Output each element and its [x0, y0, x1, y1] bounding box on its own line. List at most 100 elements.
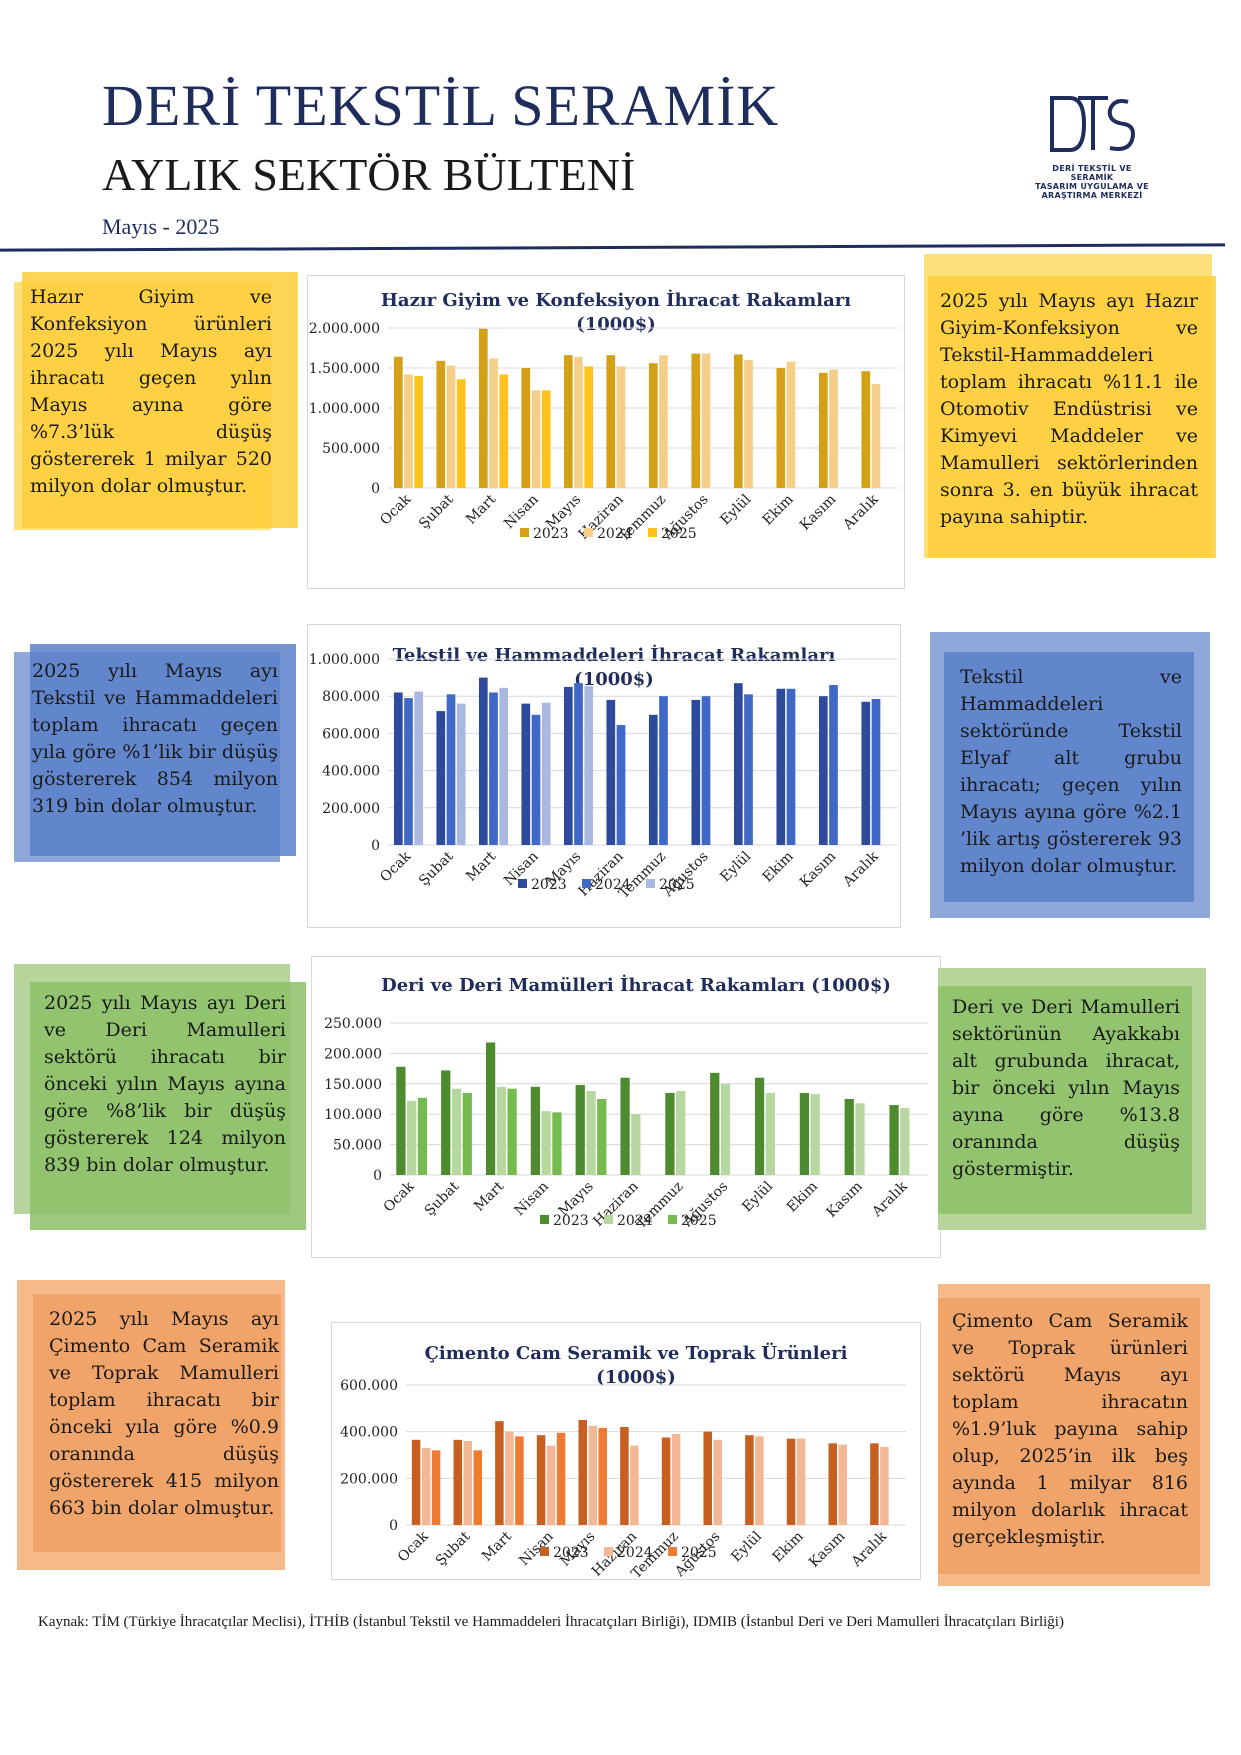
bar-2023-Mayıs: [563, 686, 573, 845]
chart-cimento: Çimento Cam Seramik ve Toprak Ürünleri (1…: [331, 1322, 921, 1580]
bar-2024-Eylül: [744, 694, 753, 845]
y-tick-label: 0: [389, 1518, 398, 1534]
bar-2023-Kasım: [818, 372, 828, 488]
x-tick-label: Ekim: [770, 1529, 807, 1566]
bar-2024-Ağustos: [720, 1083, 731, 1175]
bar-2024-Nisan: [546, 1445, 556, 1525]
bar-2023-Nisan: [521, 703, 531, 845]
chart-hazir-giyim: Hazır Giyim ve Konfeksiyon İhracat Rakam…: [307, 275, 905, 589]
legend-swatch: [518, 879, 527, 888]
bar-2023-Şubat: [453, 1439, 462, 1525]
bar-2024-Haziran: [631, 1114, 641, 1175]
bar-2023-Ağustos: [691, 353, 701, 488]
bar-2023-Şubat: [441, 1070, 451, 1175]
bar-2024-Şubat: [451, 1088, 462, 1175]
bar-2023-Eylül: [733, 354, 743, 488]
chart-cimento-svg: Çimento Cam Seramik ve Toprak Ürünleri (1…: [340, 1341, 906, 1579]
bar-2024-Şubat: [463, 1441, 472, 1525]
bar-2024-Kasım: [829, 369, 838, 488]
y-tick-label: 400.000: [340, 1425, 398, 1441]
bar-2023-Temmuz: [661, 1437, 671, 1525]
source-note: Kaynak: TİM (Türkiye İhracatçılar Meclis…: [38, 1614, 1064, 1630]
bar-2025-Ocak: [414, 376, 424, 488]
bar-2024-Temmuz: [659, 696, 668, 845]
x-tick-label: Ekim: [760, 492, 797, 529]
bar-2023-Ağustos: [691, 699, 701, 845]
bar-2024-Ekim: [786, 361, 796, 488]
legend-swatch: [604, 1547, 613, 1556]
bar-2023-Aralık: [889, 1105, 899, 1175]
bar-2023-Temmuz: [665, 1092, 675, 1175]
s4-right-text: Çimento Cam Seramik ve Toprak ürünleri s…: [952, 1310, 1188, 1548]
legend-label: 2025: [681, 1545, 717, 1561]
y-tick-label: 600.000: [322, 726, 380, 742]
bar-2025-Mayıs: [584, 366, 594, 488]
bar-2023-Ocak: [393, 356, 403, 488]
bulletin-subtitle: AYLIK SEKTÖR BÜLTENİ: [102, 149, 636, 200]
bar-2025-Şubat: [456, 703, 466, 845]
bar-2023-Eylül: [733, 683, 743, 845]
bar-2024-Temmuz: [671, 1434, 681, 1525]
bar-2023-Nisan: [521, 368, 531, 488]
bar-2023-Mart: [478, 677, 488, 845]
bar-2023-Eylül: [754, 1077, 765, 1175]
x-tick-label: Nisan: [511, 1179, 552, 1220]
legend-label: 2025: [681, 1213, 717, 1229]
bar-2024-Temmuz: [676, 1091, 686, 1175]
bar-2024-Ocak: [404, 374, 413, 488]
bar-2024-Şubat: [446, 694, 456, 845]
bar-2023-Mart: [495, 1421, 504, 1525]
bar-2023-Mart: [485, 1042, 496, 1175]
legend-label: 2023: [553, 1545, 589, 1561]
bar-2025-Şubat: [462, 1092, 472, 1175]
bar-2024-Temmuz: [659, 355, 668, 488]
bar-2025-Şubat: [473, 1450, 482, 1525]
bar-2023-Mayıs: [575, 1085, 585, 1175]
bar-2025-Mayıs: [598, 1427, 607, 1525]
bar-2023-Ocak: [393, 692, 403, 845]
x-tick-label: Kasım: [797, 492, 839, 534]
x-tick-label: Ocak: [395, 1528, 432, 1565]
x-tick-label: Eylül: [717, 848, 754, 885]
s3-left-text: 2025 yılı Mayıs ayı Deri ve Deri Mamulle…: [44, 992, 286, 1176]
bar-2025-Mart: [515, 1436, 524, 1525]
x-tick-label: Mart: [463, 848, 499, 884]
chart-tekstil-svg: Tekstil ve Hammaddeleri İhracat Rakamlar…: [309, 643, 898, 902]
bar-2023-Nisan: [530, 1086, 541, 1175]
bar-2024-Ağustos: [701, 696, 711, 845]
bar-2023-Aralık: [861, 701, 871, 845]
bar-2024-Nisan: [531, 390, 541, 488]
bar-2023-Aralık: [870, 1443, 879, 1525]
x-tick-label: Temmuz: [616, 849, 669, 902]
chart-subtitle: (1000$): [596, 1367, 676, 1388]
bar-2024-Haziran: [616, 725, 626, 845]
bar-2024-Aralık: [880, 1446, 889, 1525]
bar-2024-Ağustos: [713, 1439, 722, 1525]
bar-2024-Ocak: [421, 1448, 431, 1525]
chart-title: Çimento Cam Seramik ve Toprak Ürünleri: [425, 1341, 848, 1364]
bar-2023-Kasım: [828, 1443, 837, 1525]
bar-2024-Ocak: [407, 1100, 417, 1175]
legend-swatch: [584, 528, 593, 537]
legend-label: 2023: [531, 877, 567, 893]
dts-logo-icon: [1050, 96, 1135, 152]
y-tick-label: 1.000.000: [309, 652, 380, 668]
bar-2025-Ocak: [414, 691, 424, 845]
legend-swatch: [540, 1215, 549, 1224]
bar-2025-Nisan: [552, 1112, 562, 1175]
legend-swatch: [668, 1215, 677, 1224]
bar-2023-Kasım: [818, 696, 828, 845]
bar-2023-Eylül: [745, 1435, 754, 1525]
legend-label: 2023: [553, 1213, 589, 1229]
legend-swatch: [520, 528, 529, 537]
bar-2024-Mart: [505, 1431, 514, 1525]
legend-label: 2024: [595, 877, 631, 893]
bar-2025-Nisan: [541, 390, 551, 488]
x-tick-label: Mart: [471, 1178, 507, 1214]
y-tick-label: 1.000.000: [309, 401, 380, 417]
chart-deri-svg: Deri ve Deri Mamülleri İhracat Rakamları…: [324, 973, 928, 1232]
bar-2024-Ekim: [796, 1438, 806, 1525]
chart-hazir-giyim-svg: Hazır Giyim ve Konfeksiyon İhracat Rakam…: [309, 288, 898, 545]
logo-text-line-2: TASARIM UYGULAMA VE: [1035, 182, 1149, 191]
header-divider: [0, 243, 1225, 252]
